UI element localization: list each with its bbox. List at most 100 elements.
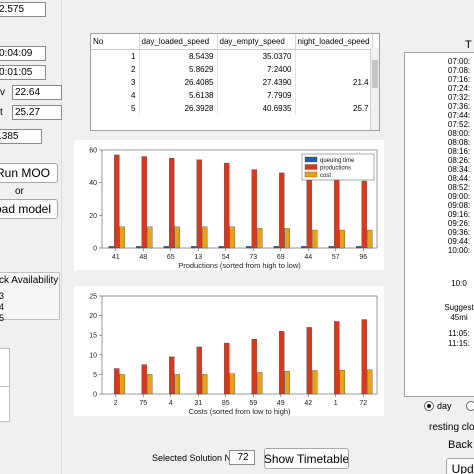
bar-productions	[251, 338, 257, 395]
timetable-item[interactable]: 10:00:	[447, 246, 471, 255]
timetable-item[interactable]: 09:16:	[447, 210, 471, 219]
table-cell[interactable]: 5	[91, 102, 140, 115]
bar-productions	[141, 364, 147, 395]
availability-item[interactable]: 3	[0, 291, 5, 301]
night-radio[interactable]	[466, 401, 474, 411]
selected-solution-field[interactable]: 72	[229, 450, 255, 465]
column-header-day-empty[interactable]: day_empty_speed	[217, 34, 296, 50]
bar-cost	[312, 370, 318, 395]
column-header-night-loaded[interactable]: night_loaded_speed	[295, 34, 373, 50]
table-cell[interactable]: 35.0370	[217, 49, 296, 63]
table-cell[interactable]: 26.3928	[139, 102, 218, 115]
timetable-item[interactable]: 07:36:	[447, 102, 471, 111]
timetable-item[interactable]: 07:32:	[447, 93, 471, 102]
timetable-item[interactable]: 07:00:	[447, 57, 471, 66]
timetable-item[interactable]: 09:26:	[447, 219, 471, 228]
x-tick-label: 41	[112, 254, 120, 261]
suggestion-line-2[interactable]: 45mi	[450, 313, 468, 322]
table-row[interactable]: 2 5.8629 7.2400	[91, 63, 373, 76]
table-cell[interactable]: 5.8629	[139, 63, 218, 76]
table-row[interactable]: 5 26.3928 40.6935 25.7	[91, 102, 373, 115]
column-header-day-loaded[interactable]: day_loaded_speed	[139, 34, 218, 50]
availability-item[interactable]: 4	[0, 302, 5, 312]
timetable-item[interactable]: 08:26:	[447, 156, 471, 165]
timetable-item[interactable]: 08:44:	[447, 174, 471, 183]
column-header-no[interactable]: No	[91, 34, 140, 50]
timetable-item[interactable]: 09:44:	[447, 237, 471, 246]
timetable-item[interactable]: 07:08:	[447, 66, 471, 75]
timetable-item[interactable]: 08:52:	[447, 183, 471, 192]
x-tick-label: 31	[194, 400, 202, 407]
table-cell[interactable]	[295, 49, 373, 63]
x-tick-label: 96	[359, 254, 367, 261]
x-tick-label: 57	[332, 254, 340, 261]
or-label: or	[15, 186, 24, 197]
timetable-item[interactable]: 08:08:	[447, 138, 471, 147]
timetable-item[interactable]: 09:08:	[447, 201, 471, 210]
value-field-1[interactable]: 2.575	[0, 2, 46, 17]
bar-productions	[114, 368, 120, 395]
update-button[interactable]: Upda	[446, 458, 474, 474]
ratio-field[interactable]: .385	[0, 129, 42, 144]
timetable-item[interactable]: 09:00:	[447, 192, 471, 201]
timetable-item[interactable]: 07:44:	[447, 111, 471, 120]
table-cell[interactable]: 7.7909	[217, 89, 296, 102]
table-row[interactable]: 1 8.5439 35.0370	[91, 49, 373, 63]
timetable-item[interactable]: 07:16:	[447, 75, 471, 84]
timetable-item[interactable]: 09:36:	[447, 228, 471, 237]
table-cell[interactable]: 5.6138	[139, 89, 218, 102]
t-field[interactable]: 25.27	[12, 105, 62, 120]
left-edge-box-2	[0, 386, 10, 422]
bar-productions	[196, 159, 202, 249]
run-moo-button[interactable]: Run MOO	[0, 163, 58, 183]
y-tick-label: 40	[89, 180, 97, 187]
timetable-extra[interactable]: 10:0	[451, 279, 467, 288]
bar-cost	[147, 226, 153, 249]
table-cell[interactable]	[295, 63, 373, 76]
table-cell[interactable]: 1	[91, 49, 140, 63]
table-row[interactable]: 3 26.4085 27.4390 21.4	[91, 76, 373, 89]
load-model-button[interactable]: oad model	[0, 199, 58, 219]
timetable-item[interactable]: 07:52:	[447, 120, 471, 129]
timetable-extra-2[interactable]: 11:05:	[448, 329, 470, 338]
table-cell[interactable]: 2	[91, 63, 140, 76]
value-field-3[interactable]: 0:01:05	[0, 65, 46, 80]
y-tick-label: 60	[89, 148, 97, 155]
table-cell[interactable]: 4	[91, 89, 140, 102]
vertical-scrollbar[interactable]	[370, 48, 379, 130]
value-field-2[interactable]: 0:04:09	[0, 46, 46, 61]
day-radio[interactable]	[424, 401, 434, 411]
bar-queuing-time	[273, 246, 279, 249]
availability-item[interactable]: 5	[0, 313, 5, 323]
timetable-item[interactable]: 07:24:	[447, 84, 471, 93]
timetable-listbox[interactable]: 07:00: 07:08: 07:16: 07:24: 07:32: 07:36: 07:4…	[404, 52, 474, 397]
show-timetable-button[interactable]: Show Timetable	[264, 448, 349, 469]
table-cell[interactable]	[295, 89, 373, 102]
table-row[interactable]: 4 5.6138 7.7909	[91, 89, 373, 102]
bar-cost	[257, 228, 263, 249]
timetable-item[interactable]: 08:00:	[447, 129, 471, 138]
table-cell[interactable]: 7.2400	[217, 63, 296, 76]
bar-productions	[306, 327, 312, 395]
timetable-item[interactable]: 08:16:	[447, 147, 471, 156]
back-button[interactable]: Back t	[448, 439, 474, 451]
bar-productions	[196, 346, 202, 395]
resting-clock-label: resting clo	[429, 422, 474, 433]
bar-cost	[339, 229, 345, 249]
table-cell[interactable]: 26.4085	[139, 76, 218, 89]
table-cell[interactable]: 25.7	[295, 102, 373, 115]
table-cell[interactable]: 21.4	[295, 76, 373, 89]
suggestion-line-1[interactable]: Suggest	[444, 303, 474, 312]
timetable-extra-3[interactable]: 11:15:	[448, 339, 470, 348]
timetable-item[interactable]: 08:34:	[447, 165, 471, 174]
left-edge-box	[0, 348, 10, 388]
bar-queuing-time	[246, 246, 252, 249]
table-cell[interactable]: 8.5439	[139, 49, 218, 63]
bar-cost	[119, 226, 125, 249]
table-cell[interactable]: 3	[91, 76, 140, 89]
w-field[interactable]: 22.64	[12, 85, 62, 100]
table-cell[interactable]: 40.6935	[217, 102, 296, 115]
bar-productions	[334, 179, 340, 249]
scrollbar-thumb[interactable]	[372, 60, 378, 88]
table-cell[interactable]: 27.4390	[217, 76, 296, 89]
